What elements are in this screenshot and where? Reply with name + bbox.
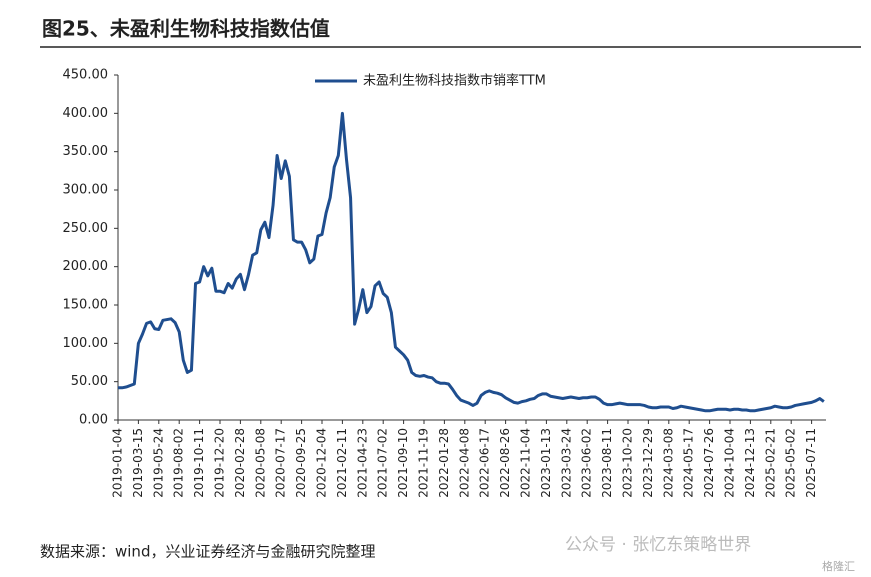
x-tick-label: 2023-12-29 <box>641 428 655 498</box>
x-tick-label: 2024-07-26 <box>702 428 716 498</box>
y-tick-label: 100.00 <box>63 336 109 351</box>
chart-title: 图25、未盈利生物科技指数估值 <box>42 17 330 41</box>
x-tick-label: 2020-09-25 <box>294 428 308 498</box>
y-tick-label: 50.00 <box>71 374 108 389</box>
x-tick-label: 2021-09-10 <box>396 428 410 498</box>
x-tick-label: 2024-12-13 <box>743 428 757 498</box>
x-tick-label: 2020-07-17 <box>274 428 288 498</box>
x-tick-label: 2023-03-24 <box>559 428 573 498</box>
x-tick-label: 2022-11-04 <box>519 428 533 498</box>
x-tick-label: 2022-08-26 <box>498 428 512 498</box>
watermark-logo: 格隆汇 <box>822 559 855 573</box>
y-tick-label: 450.00 <box>63 68 109 83</box>
x-tick-label: 2019-08-02 <box>172 428 186 498</box>
x-tick-label: 2019-05-24 <box>151 428 165 498</box>
x-tick-label: 2020-05-08 <box>253 428 267 498</box>
x-tick-label: 2019-03-15 <box>131 428 145 498</box>
x-tick-label: 2021-02-11 <box>335 428 349 498</box>
y-tick-label: 250.00 <box>63 221 109 236</box>
x-tick-label: 2020-02-28 <box>233 428 247 498</box>
x-tick-label: 2019-01-04 <box>111 428 125 498</box>
x-tick-label: 2025-07-11 <box>804 428 818 498</box>
y-tick-label: 400.00 <box>63 106 109 121</box>
x-tick-label: 2024-05-17 <box>682 428 696 498</box>
x-tick-label: 2024-03-08 <box>661 428 675 498</box>
x-tick-label: 2023-01-13 <box>539 428 553 498</box>
x-tick-label: 2025-02-21 <box>763 428 777 498</box>
source: 数据来源：wind，兴业证券经济与金融研究院整理 <box>40 543 375 561</box>
x-tick-label: 2022-06-17 <box>478 428 492 498</box>
x-tick-label: 2023-06-02 <box>580 428 594 498</box>
x-tick-label: 2024-10-04 <box>723 428 737 498</box>
x-tick-label: 2021-07-02 <box>376 428 390 498</box>
y-tick-label: 350.00 <box>63 144 109 159</box>
x-tick-label: 2023-10-20 <box>621 428 635 498</box>
x-tick-label: 2022-01-28 <box>437 428 451 498</box>
x-tick-label: 2019-10-11 <box>192 428 206 498</box>
y-tick-label: 200.00 <box>63 259 109 274</box>
y-tick-label: 300.00 <box>63 183 109 198</box>
watermark: 公众号 · 张忆东策略世界 <box>565 535 751 555</box>
x-tick-label: 2019-12-20 <box>213 428 227 498</box>
y-tick-label: 0.00 <box>79 413 108 428</box>
x-tick-label: 2021-04-23 <box>355 428 369 498</box>
y-tick-label: 150.00 <box>63 298 109 313</box>
x-tick-label: 2025-05-02 <box>784 428 798 498</box>
x-tick-label: 2022-04-08 <box>457 428 471 498</box>
x-tick-label: 2021-11-19 <box>417 428 431 498</box>
x-tick-label: 2020-12-04 <box>315 428 329 498</box>
data-line <box>118 111 825 413</box>
legend-label: 未盈利生物科技指数市销率TTM <box>363 73 546 89</box>
x-tick-label: 2023-08-11 <box>600 428 614 498</box>
